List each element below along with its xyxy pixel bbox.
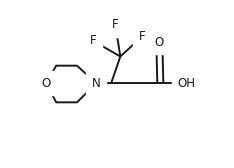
Text: F: F	[112, 18, 119, 31]
Text: N: N	[92, 77, 101, 90]
Text: O: O	[154, 36, 163, 49]
Text: F: F	[139, 30, 145, 43]
Text: O: O	[42, 77, 51, 90]
Text: OH: OH	[177, 77, 195, 90]
Text: F: F	[90, 34, 96, 47]
